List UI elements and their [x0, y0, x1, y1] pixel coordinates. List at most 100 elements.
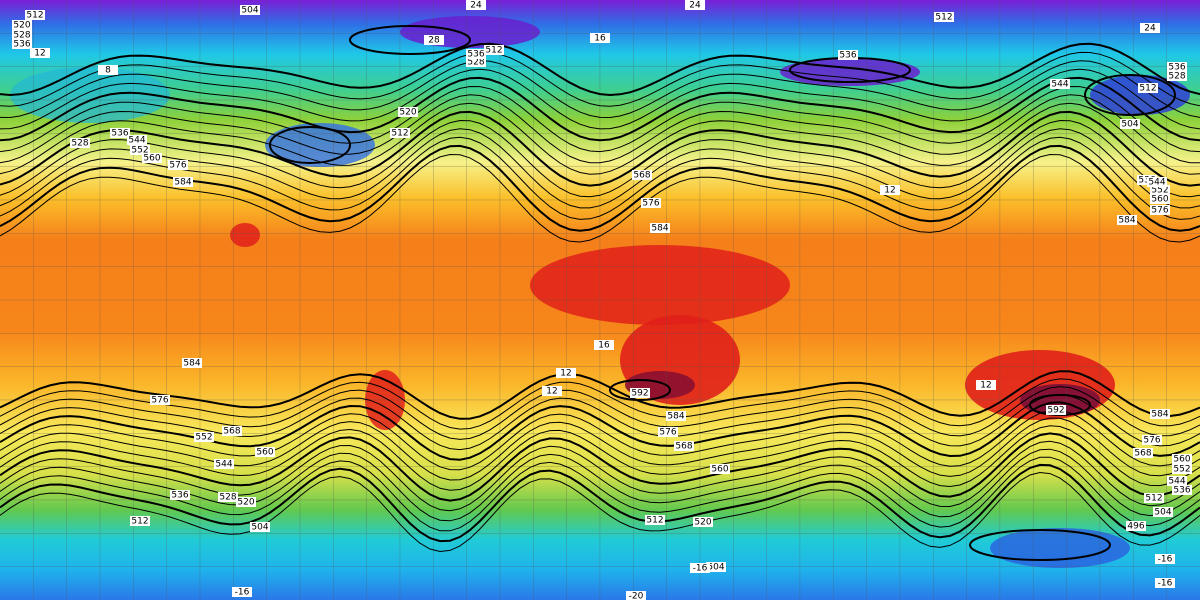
- label-box: [690, 563, 710, 573]
- contour-label: 592: [631, 389, 648, 399]
- contour-label: -16: [235, 588, 250, 598]
- contour-label: 584: [651, 224, 668, 234]
- contour-label: 512: [646, 516, 663, 526]
- label-box: [976, 380, 996, 390]
- contour-line: [0, 417, 1200, 481]
- contour-line: [0, 110, 1200, 187]
- label-box: [466, 0, 486, 10]
- label-box: [168, 160, 188, 170]
- contour-line: [0, 144, 1200, 232]
- label-box: [142, 153, 162, 163]
- contour-label: 8: [105, 66, 111, 76]
- contour-line: [0, 448, 1200, 522]
- label-box: [1140, 23, 1160, 33]
- label-box: [130, 516, 150, 526]
- label-box: [398, 107, 418, 117]
- label-box: [170, 490, 190, 500]
- label-box: [685, 0, 705, 10]
- label-box: [1167, 71, 1187, 81]
- contour-line: [0, 119, 1200, 198]
- contour-label: 504: [241, 6, 258, 16]
- contour-line: [0, 102, 1200, 175]
- contour-label: 12: [560, 369, 571, 379]
- contour-label: 544: [215, 460, 232, 470]
- contour-label: 12: [884, 186, 895, 196]
- contour-label: 584: [1118, 216, 1135, 226]
- contour-label: 552: [131, 146, 148, 156]
- label-box: [424, 35, 444, 45]
- contour-label: 528: [13, 31, 30, 41]
- contour-label: 560: [1151, 195, 1168, 205]
- label-box: [194, 432, 214, 442]
- contour-label: 552: [1173, 465, 1190, 475]
- label-box: [98, 65, 118, 75]
- contour-line: [0, 85, 1200, 153]
- label-box: [934, 12, 954, 22]
- label-box: [706, 562, 726, 572]
- label-box: [1126, 521, 1146, 531]
- contour-line: [0, 463, 1200, 543]
- contour-label: 512: [1139, 84, 1156, 94]
- contour-label: -16: [1158, 555, 1173, 565]
- label-box: [127, 135, 147, 145]
- label-box: [182, 358, 202, 368]
- contour-label: 12: [34, 49, 45, 59]
- contour-label: 16: [598, 341, 610, 351]
- label-box: [1167, 476, 1187, 486]
- contour-label: -16: [1158, 579, 1173, 589]
- contour-label: 512: [391, 129, 408, 139]
- closed-contour: [269, 126, 351, 164]
- label-box: [666, 411, 686, 421]
- label-box: [693, 517, 713, 527]
- contour-label: 584: [667, 412, 684, 422]
- label-box: [1172, 464, 1192, 474]
- contour-label: 536: [13, 40, 30, 50]
- contour-line: [0, 456, 1200, 532]
- label-box: [710, 464, 730, 474]
- label-box: [12, 30, 32, 40]
- contour-label: 576: [1143, 436, 1160, 446]
- label-box: [222, 426, 242, 436]
- label-box: [1167, 62, 1187, 72]
- label-box: [12, 20, 32, 30]
- label-box: [110, 128, 130, 138]
- contour-label: 584: [183, 359, 200, 369]
- label-box: [130, 145, 150, 155]
- label-box: [1150, 185, 1170, 195]
- contour-label: 544: [1168, 477, 1185, 487]
- label-box: [838, 50, 858, 60]
- contour-label: 568: [1134, 449, 1151, 459]
- contour-label: 528: [1168, 72, 1185, 82]
- contour-labels: 512 504 24 24512520528536128528536544552560…: [12, 0, 1192, 600]
- label-box: [1050, 79, 1070, 89]
- contour-label: 544: [1148, 178, 1165, 188]
- label-box: [1150, 409, 1170, 419]
- contour-label: 576: [169, 161, 186, 171]
- label-box: [556, 368, 576, 378]
- closed-contour: [349, 25, 471, 55]
- label-box: [173, 177, 193, 187]
- contour-label: 536: [1173, 486, 1190, 496]
- contour-line: [0, 68, 1200, 130]
- contour-label: -20: [629, 592, 644, 600]
- label-box: [590, 33, 610, 43]
- contour-line: [0, 128, 1200, 209]
- contour-label: 576: [1151, 206, 1168, 216]
- label-box: [1142, 435, 1162, 445]
- contour-label: 568: [223, 427, 240, 437]
- contour-label: 12: [980, 381, 991, 391]
- contour-line: [0, 51, 1200, 107]
- contour-label: 512: [485, 46, 502, 56]
- contour-line: [0, 409, 1200, 471]
- contour-label: 28: [428, 36, 440, 46]
- label-box: [1172, 454, 1192, 464]
- contour-label: 504: [707, 563, 724, 573]
- closed-contour: [609, 379, 671, 401]
- contour-label: 536: [171, 491, 188, 501]
- contour-line: [0, 471, 1200, 553]
- label-box: [466, 57, 486, 67]
- contour-label: 520: [694, 518, 711, 528]
- label-box: [25, 10, 45, 20]
- contour-label: 512: [26, 11, 43, 21]
